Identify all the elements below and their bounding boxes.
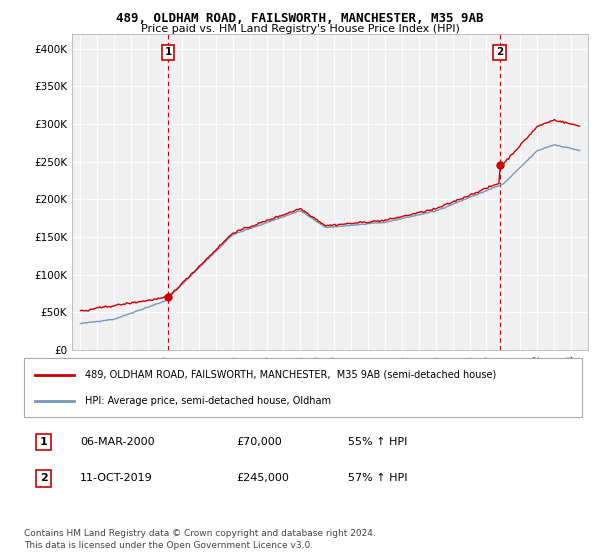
Text: £70,000: £70,000 bbox=[236, 437, 282, 447]
Text: 2: 2 bbox=[40, 473, 47, 483]
Text: 489, OLDHAM ROAD, FAILSWORTH, MANCHESTER,  M35 9AB (semi-detached house): 489, OLDHAM ROAD, FAILSWORTH, MANCHESTER… bbox=[85, 370, 497, 380]
Text: Contains HM Land Registry data © Crown copyright and database right 2024.
This d: Contains HM Land Registry data © Crown c… bbox=[24, 529, 376, 550]
Text: 1: 1 bbox=[40, 437, 47, 447]
Text: 2: 2 bbox=[496, 48, 503, 58]
Text: Price paid vs. HM Land Registry's House Price Index (HPI): Price paid vs. HM Land Registry's House … bbox=[140, 24, 460, 34]
Text: 11-OCT-2019: 11-OCT-2019 bbox=[80, 473, 152, 483]
Text: HPI: Average price, semi-detached house, Oldham: HPI: Average price, semi-detached house,… bbox=[85, 396, 331, 406]
Text: 1: 1 bbox=[164, 48, 172, 58]
Text: 57% ↑ HPI: 57% ↑ HPI bbox=[347, 473, 407, 483]
Text: £245,000: £245,000 bbox=[236, 473, 289, 483]
Text: 55% ↑ HPI: 55% ↑ HPI bbox=[347, 437, 407, 447]
FancyBboxPatch shape bbox=[24, 358, 582, 417]
Text: 06-MAR-2000: 06-MAR-2000 bbox=[80, 437, 154, 447]
Text: 489, OLDHAM ROAD, FAILSWORTH, MANCHESTER, M35 9AB: 489, OLDHAM ROAD, FAILSWORTH, MANCHESTER… bbox=[116, 12, 484, 25]
